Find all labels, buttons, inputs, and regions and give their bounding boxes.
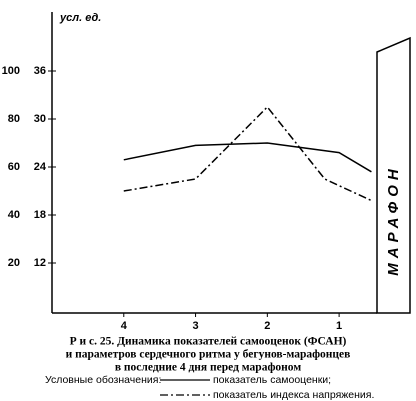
x-tick-label: 1 [336, 320, 342, 332]
y2-tick-label: 18 [34, 209, 46, 221]
legend-label: показатель индекса напряжения. [213, 389, 374, 401]
legend-title: Условные обозначения: [45, 374, 161, 386]
y-tick-label: 60 [8, 161, 20, 173]
x-tick-label: 2 [264, 320, 270, 332]
legend-label: показатель самооценки; [213, 374, 331, 386]
y-tick-label: 100 [2, 65, 20, 77]
x-tick-label: 3 [192, 320, 198, 332]
caption: Р и с. 25. Динамика показателей самооцен… [70, 336, 347, 348]
marathon-label: МАРАФОН [385, 164, 402, 276]
series-line [123, 105, 372, 202]
y-axis-label: усл. ед. [59, 12, 101, 24]
y-tick-label: 80 [8, 113, 20, 125]
y2-tick-label: 30 [34, 113, 46, 125]
y2-tick-label: 12 [34, 257, 46, 269]
y2-tick-label: 36 [34, 65, 46, 77]
y2-tick-label: 24 [34, 161, 47, 173]
x-tick-label: 4 [121, 320, 128, 332]
caption: в последние 4 дня перед марафоном [115, 362, 301, 374]
y-tick-label: 40 [8, 209, 20, 221]
series-line [123, 142, 372, 173]
y-tick-label: 20 [8, 257, 20, 269]
caption: и параметров сердечного ритма у бегунов-… [66, 349, 351, 361]
marathon-bar [376, 36, 411, 314]
